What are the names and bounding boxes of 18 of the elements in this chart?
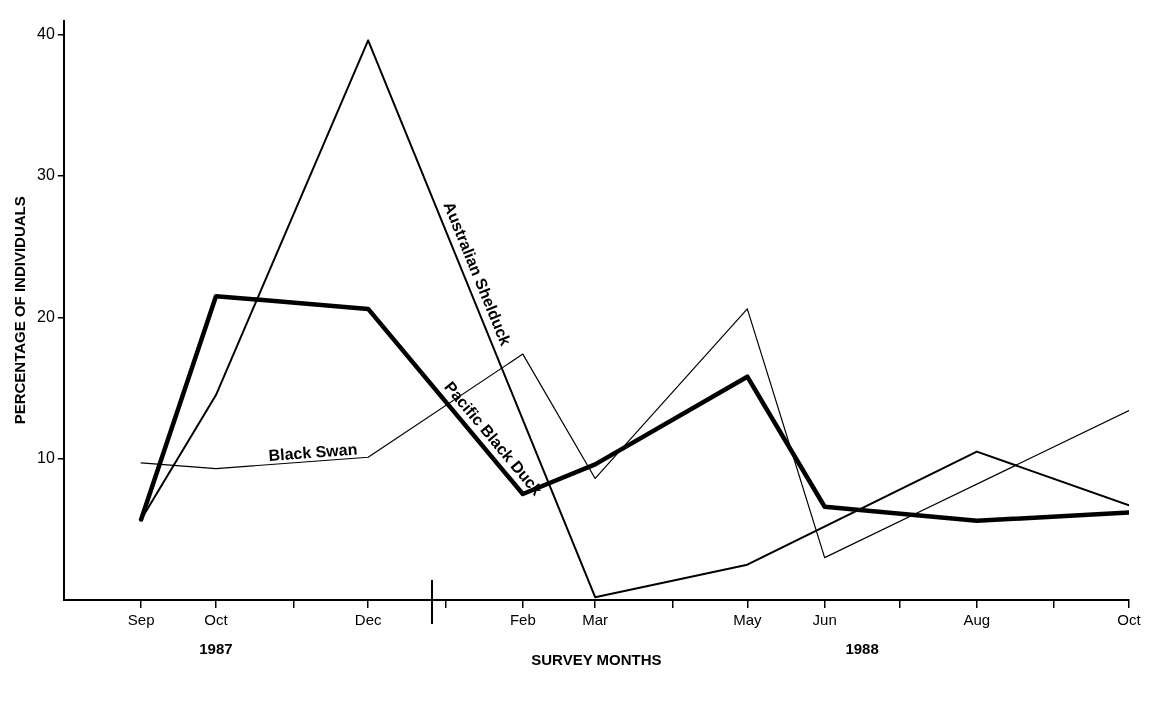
text: 1987 xyxy=(199,639,233,657)
y-tick-label: 20 xyxy=(37,307,55,325)
x-axis-title: SURVEY MONTHS xyxy=(531,651,662,669)
x-tick-label: Jun xyxy=(812,611,837,629)
y-tick-label: 40 xyxy=(37,25,55,43)
text: 1988 xyxy=(845,639,879,657)
series-label: Black Swan xyxy=(267,440,358,465)
y-axis-title: PERCENTAGE OF INDIVIDUALS xyxy=(11,196,29,425)
x-tick-label: Dec xyxy=(354,611,382,629)
x-tick-label: Oct xyxy=(1117,611,1142,629)
y-tick-label: 30 xyxy=(37,166,55,184)
x-tick-label: Mar xyxy=(582,611,609,629)
x-tick-label: Aug xyxy=(963,611,991,629)
x-tick-label: Sep xyxy=(127,611,155,629)
x-tick-label: Feb xyxy=(509,611,536,629)
x-tick-label: Oct xyxy=(204,611,229,629)
y-tick-label: 10 xyxy=(37,449,55,467)
x-tick-label: May xyxy=(733,611,762,629)
